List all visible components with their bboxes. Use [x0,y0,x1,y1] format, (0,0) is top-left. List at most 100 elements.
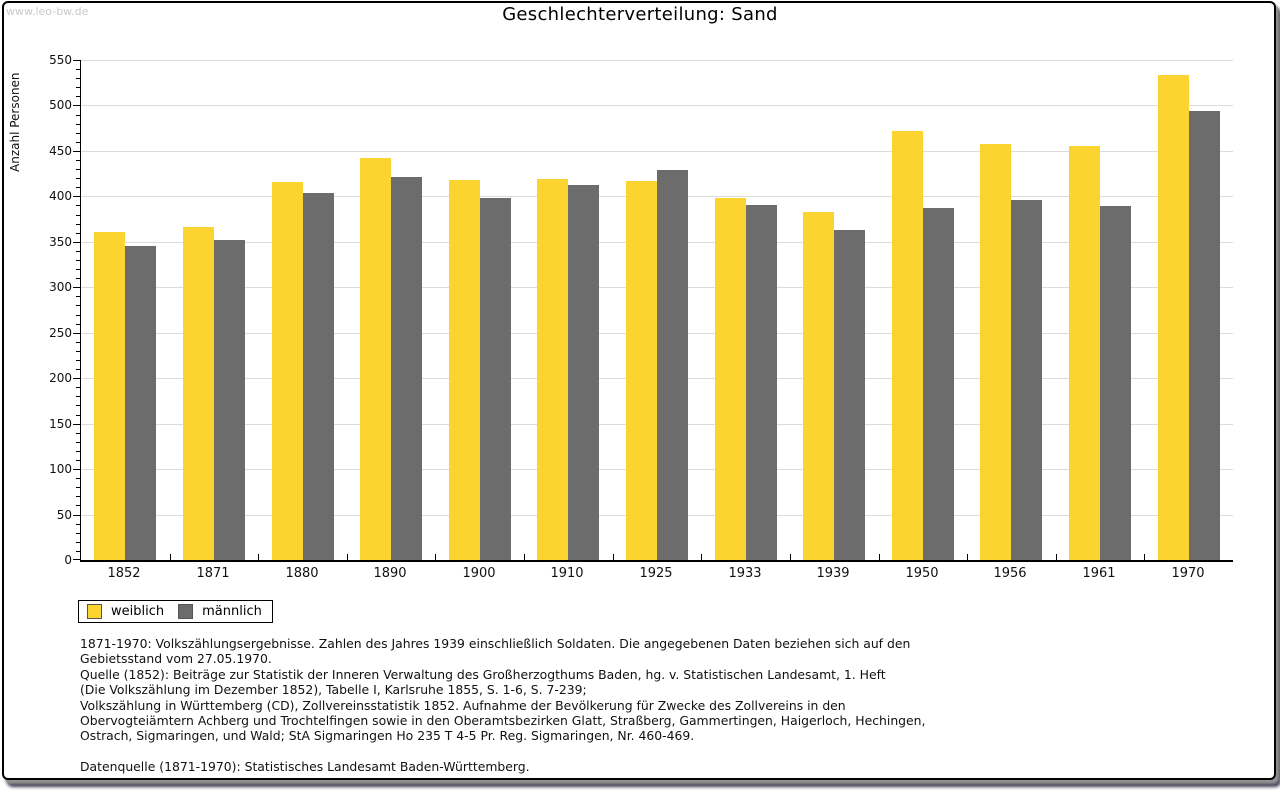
y-tick-label: 550 [49,53,72,67]
x-tick-label: 1925 [639,566,673,581]
bar-weiblich-1880 [272,182,303,560]
y-tick [73,150,80,152]
y-tick [76,387,80,389]
y-tick-label: 50 [56,507,72,522]
y-tick [76,87,80,89]
plot-area [73,60,1233,562]
x-tick-label: 1910 [550,566,584,581]
y-tick [76,160,80,161]
y-axis-label: Anzahl Personen [8,72,22,172]
gridline [81,60,1233,61]
bar-weiblich-1950 [892,131,923,560]
y-tick-label: 350 [49,234,72,249]
y-tick [76,314,80,316]
x-boundary-tick [170,554,171,560]
y-tick [76,69,80,71]
footnotes: 1871-1970: Volkszählungsergebnisse. Zahl… [80,636,926,774]
bar-männlich-1925 [657,170,688,560]
footnote-line: 1871-1970: Volkszählungsergebnisse. Zahl… [80,636,911,651]
y-tick [76,78,80,80]
y-tick [76,478,80,480]
bar-männlich-1880 [303,193,334,560]
bar-weiblich-1970 [1158,75,1189,560]
y-tick [73,332,80,334]
footnote-line: Quelle (1852): Beiträge zur Statistik de… [80,666,886,682]
y-tick [76,141,80,143]
y-tick-label: 300 [49,280,72,295]
y-tick [76,169,80,171]
y-tick [76,214,80,216]
legend: weiblich männlich [78,600,273,623]
y-tick [76,269,80,271]
footnote-line: Volkszählung in Württemberg (CD), Zollve… [80,697,846,713]
x-tick-label: 1956 [993,566,1027,581]
footnote-line: Obervogteiämtern Achberg und Trochtelfin… [80,713,926,729]
y-tick [76,441,80,443]
bar-männlich-1933 [746,205,777,560]
y-tick [76,323,80,325]
y-tick [76,523,80,525]
x-boundary-tick [967,554,968,560]
x-boundary-tick [524,554,525,560]
y-tick [73,287,80,289]
x-tick-label: 1933 [728,566,762,581]
y-tick [73,196,80,198]
y-tick [76,341,80,343]
bar-weiblich-1956 [980,144,1011,560]
x-boundary-tick [1056,554,1057,560]
bar-männlich-1939 [834,230,865,560]
bar-männlich-1852 [125,246,156,560]
y-tick [76,541,80,543]
legend-label-maennlich: männlich [202,604,262,619]
y-tick [73,378,80,380]
x-boundary-tick [790,554,791,560]
y-tick [76,360,80,361]
x-tick-label: 1890 [373,566,407,581]
y-tick [73,514,80,516]
bar-männlich-1961 [1100,206,1131,560]
y-tick-label: 0 [64,553,72,567]
datasource-line: Datenquelle (1871-1970): Statistisches L… [80,758,530,774]
footnote-lines: 1871-1970: Volkszählungsergebnisse. Zahl… [80,636,926,744]
y-tick [76,123,80,125]
x-tick-label: 1880 [285,566,319,581]
x-boundary-tick [258,554,259,560]
footnote-line: Ostrach, Sigmaringen, und Wald; StA Sigm… [80,728,695,744]
y-tick [76,114,80,116]
y-tick-label: 500 [49,98,72,113]
bar-weiblich-1900 [449,180,480,560]
gridline [81,105,1233,107]
bar-weiblich-1890 [360,158,391,560]
y-tick [76,487,80,489]
y-tick [76,496,80,498]
y-tick [76,96,80,98]
y-tick [76,414,80,416]
bar-männlich-1950 [923,208,954,560]
x-boundary-tick [879,554,880,560]
bar-männlich-1956 [1011,200,1042,560]
bar-männlich-1890 [391,177,422,560]
y-tick [76,223,80,225]
y-tick [76,260,80,261]
x-tick-label: 1852 [107,566,141,581]
y-tick [76,405,80,407]
y-tick [76,532,80,534]
y-axis-tick-labels: 0 50 100 150 200 250 300 350 400 450 500 550 [34,53,72,567]
y-tick [76,369,80,371]
y-tick [76,250,80,252]
maennlich-swatch-icon [178,604,194,619]
bar-weiblich-1939 [803,212,834,560]
x-tick-label: 1961 [1082,566,1116,581]
y-tick [76,350,80,352]
footnote-line: (Die Volkszählung im Dezember 1852), Tab… [80,682,587,698]
x-boundary-tick [701,554,702,560]
y-tick [76,278,80,280]
y-tick [76,550,80,552]
legend-item-weiblich: weiblich [87,604,164,619]
watermark: www.leo-bw.de [6,5,89,18]
bar-weiblich-1871 [183,227,214,560]
x-tick-label: 1950 [905,566,939,581]
y-tick-label: 450 [49,143,72,158]
y-tick [76,432,80,434]
bar-weiblich-1852 [94,232,125,560]
